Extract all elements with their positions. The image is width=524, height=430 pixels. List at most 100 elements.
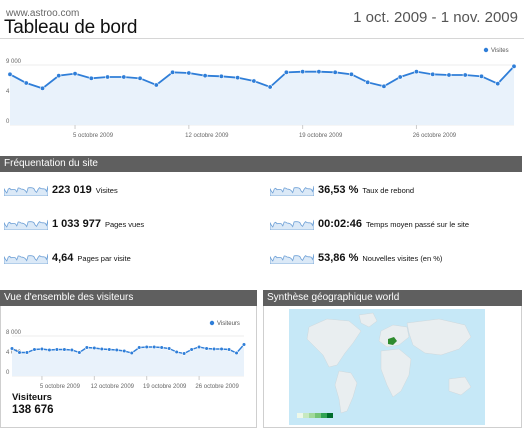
data-point[interactable] <box>72 71 78 77</box>
data-point[interactable] <box>69 347 74 353</box>
metric-label: Temps moyen passé sur le site <box>366 219 470 229</box>
metric-value: 1 033 977 <box>52 218 101 230</box>
data-point[interactable] <box>88 75 94 81</box>
world-map[interactable] <box>289 309 485 425</box>
data-point[interactable] <box>446 72 452 78</box>
data-point[interactable] <box>316 69 322 75</box>
metric-visits[interactable]: 223 019 Visites <box>4 181 118 199</box>
section-header-geo: Synthèse géographique world <box>263 290 522 306</box>
data-point[interactable] <box>267 84 273 90</box>
data-point[interactable] <box>121 74 127 80</box>
sparkline-icon <box>4 185 48 196</box>
data-point[interactable] <box>99 346 104 352</box>
data-point[interactable] <box>430 71 436 77</box>
data-point[interactable] <box>77 350 82 355</box>
data-point[interactable] <box>137 345 142 350</box>
data-point[interactable] <box>114 347 119 353</box>
data-point[interactable] <box>241 342 247 347</box>
data-point[interactable] <box>62 347 67 352</box>
data-point[interactable] <box>251 78 257 84</box>
data-point[interactable] <box>54 347 60 352</box>
x-tick-label: 12 octobre 2009 <box>185 133 229 139</box>
data-point[interactable] <box>129 350 134 356</box>
metric-avg-time[interactable]: 00:02:46 Temps moyen passé sur le site <box>270 215 469 233</box>
data-point[interactable] <box>204 346 209 351</box>
data-point[interactable] <box>159 345 164 350</box>
data-point[interactable] <box>186 70 192 76</box>
x-tick-label: 19 octobre 2009 <box>143 384 187 390</box>
data-point[interactable] <box>348 71 354 77</box>
data-point[interactable] <box>153 82 159 88</box>
data-point[interactable] <box>105 74 111 80</box>
data-point[interactable] <box>495 81 501 87</box>
data-point[interactable] <box>196 344 202 350</box>
data-point[interactable] <box>202 73 208 79</box>
data-point[interactable] <box>167 346 172 351</box>
map-legend-swatch <box>309 413 315 418</box>
data-point[interactable] <box>137 75 143 81</box>
data-point[interactable] <box>182 351 187 356</box>
data-point[interactable] <box>211 346 217 352</box>
metric-value: 4,64 <box>52 252 74 264</box>
data-point[interactable] <box>7 71 13 77</box>
metric-pages-per-visit[interactable]: 4,64 Pages par visite <box>4 249 131 267</box>
data-point[interactable] <box>174 349 179 355</box>
data-point[interactable] <box>24 350 30 355</box>
metric-new-visits[interactable]: 53,86 % Nouvelles visites (en %) <box>270 249 442 267</box>
data-point[interactable] <box>9 346 15 351</box>
legend-marker <box>209 320 215 326</box>
sparkline-path <box>270 219 314 230</box>
sparkline-icon <box>4 219 48 230</box>
legend-label: Visiteurs <box>217 321 240 327</box>
map-europe <box>378 324 410 348</box>
data-point[interactable] <box>144 344 149 350</box>
data-point[interactable] <box>381 83 387 89</box>
data-point[interactable] <box>39 346 45 352</box>
data-point[interactable] <box>107 347 112 352</box>
y-tick-label: 0 <box>6 370 10 376</box>
data-point[interactable] <box>365 79 371 85</box>
data-point[interactable] <box>23 80 29 86</box>
metric-bounce-rate[interactable]: 36,53 % Taux de rebond <box>270 181 414 199</box>
data-point[interactable] <box>332 69 338 75</box>
data-point[interactable] <box>17 350 22 355</box>
data-point[interactable] <box>92 345 97 351</box>
data-point[interactable] <box>40 85 46 91</box>
map-legend-swatch <box>321 413 327 418</box>
data-point[interactable] <box>235 75 241 81</box>
data-point[interactable] <box>462 72 468 78</box>
data-point[interactable] <box>170 69 176 75</box>
site-url: www.astroo.com <box>6 8 80 19</box>
map-australia <box>448 376 472 396</box>
data-point[interactable] <box>283 69 289 75</box>
data-point[interactable] <box>32 347 37 352</box>
data-point[interactable] <box>234 350 239 356</box>
map-highlight-france <box>388 337 397 345</box>
data-point[interactable] <box>300 69 306 75</box>
data-point[interactable] <box>84 345 89 350</box>
data-point[interactable] <box>189 347 194 352</box>
data-point[interactable] <box>152 344 157 350</box>
date-range-selector[interactable]: 1 oct. 2009 - 1 nov. 2009 <box>353 9 518 26</box>
data-point[interactable] <box>219 346 224 352</box>
metric-value: 36,53 % <box>318 184 359 196</box>
section-title: Vue d'ensemble des visiteurs <box>4 292 134 303</box>
metric-label: Pages par visite <box>77 253 131 263</box>
series-line <box>9 65 515 90</box>
data-point[interactable] <box>511 63 517 69</box>
sparkline-path <box>4 253 48 264</box>
map-greenland <box>358 312 378 328</box>
data-point[interactable] <box>397 74 403 80</box>
metric-pageviews[interactable]: 1 033 977 Pages vues <box>4 215 144 233</box>
data-point[interactable] <box>218 73 224 79</box>
metric-label: Nouvelles visites (en %) <box>362 253 443 263</box>
data-point[interactable] <box>226 347 232 352</box>
data-point[interactable] <box>413 69 419 75</box>
sparkline-icon <box>270 185 314 196</box>
data-point[interactable] <box>122 348 127 354</box>
data-point[interactable] <box>56 73 62 79</box>
data-point[interactable] <box>47 347 52 353</box>
data-point[interactable] <box>478 73 484 79</box>
